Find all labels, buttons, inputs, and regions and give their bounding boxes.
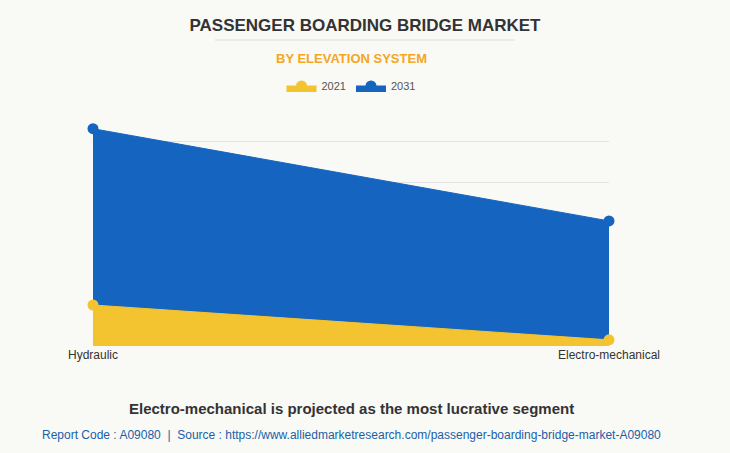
svg-text:BY ELEVATION SYSTEM: BY ELEVATION SYSTEM xyxy=(276,51,427,66)
svg-text:Electro-mechanical is projecte: Electro-mechanical is projected as the m… xyxy=(129,400,574,417)
svg-text:2031: 2031 xyxy=(391,80,415,92)
svg-text:PASSENGER BOARDING BRIDGE MARK: PASSENGER BOARDING BRIDGE MARKET xyxy=(189,16,541,35)
svg-text:Report Code : A09080 | Sourc: Report Code : A09080 | Source : https://… xyxy=(42,428,661,442)
svg-text:2021: 2021 xyxy=(322,80,346,92)
svg-text:Electro-mechanical: Electro-mechanical xyxy=(558,348,660,362)
svg-text:Hydraulic: Hydraulic xyxy=(68,348,118,362)
